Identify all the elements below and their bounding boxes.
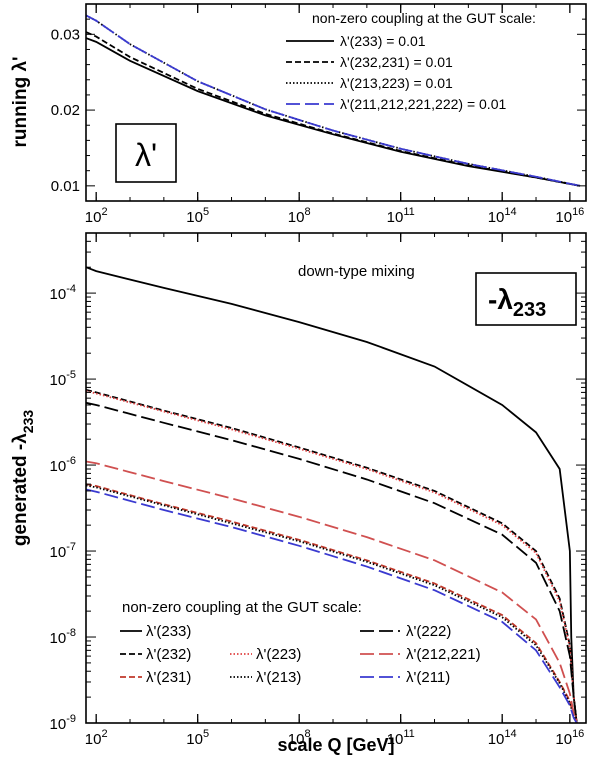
x-tick-label: 1011 xyxy=(387,728,415,748)
bottom-y-tick-label: 10-9 xyxy=(50,713,76,733)
bottom-legend-label: λ'(232) xyxy=(146,646,191,663)
bottom-legend-title: non-zero coupling at the GUT scale: xyxy=(122,599,362,616)
bottom-plot-frame xyxy=(85,232,587,724)
top-series-line-3 xyxy=(86,14,581,187)
top-legend-title: non-zero coupling at the GUT scale: xyxy=(312,10,536,26)
top-axes: 102 105 108 1011 1014 1016 0.01 0.02 0.03 xyxy=(51,3,586,226)
bottom-inset-label: -λ233 xyxy=(488,284,546,321)
bottom-legend-label: λ'(211) xyxy=(406,669,450,686)
bottom-series-line-3 xyxy=(86,389,578,723)
top-inset-label: λ' xyxy=(135,137,157,173)
top-series-line-1 xyxy=(86,31,581,187)
bottom-y-tick-label: 10-4 xyxy=(50,283,76,303)
x-tick-label: 108 xyxy=(288,728,311,748)
x-tick-label: 105 xyxy=(186,206,209,226)
top-panel: 102 105 108 1011 1014 1016 0.01 0.02 0.03 runnin… xyxy=(10,3,587,226)
top-inset-box: λ' xyxy=(115,123,177,183)
x-tick-label: 105 xyxy=(186,728,209,748)
x-tick-label: 102 xyxy=(85,206,108,226)
bottom-inset-box: -λ233 xyxy=(475,272,577,326)
bottom-series-line-6 xyxy=(86,460,578,723)
bottom-legend-label: λ'(223) xyxy=(256,646,301,663)
bottom-panel: 102 105 108 1011 1014 1016 10-9 10-8 10-7 10-6 10-… xyxy=(10,232,587,755)
bottom-series-line-1 xyxy=(86,388,578,723)
x-tick-label: 1011 xyxy=(387,206,415,226)
bottom-y-tick-label: 10-6 xyxy=(50,455,76,475)
bottom-legend-label: λ'(233) xyxy=(146,623,191,640)
x-tick-label: 1016 xyxy=(555,728,584,748)
top-legend-label: λ'(213,223) = 0.01 xyxy=(340,75,453,91)
bottom-series-line-5 xyxy=(86,401,578,723)
bottom-series-line-2 xyxy=(86,483,578,723)
x-tick-label: 1016 xyxy=(555,206,584,226)
top-y-axis-label: running λ' xyxy=(10,56,31,147)
top-plot-frame xyxy=(85,3,587,202)
top-y-tick-label: 0.02 xyxy=(51,102,80,119)
bottom-legend-label: λ'(222) xyxy=(406,623,451,640)
x-tick-label: 1014 xyxy=(488,728,517,748)
top-legend-label: λ'(211,212,221,222) = 0.01 xyxy=(340,96,506,112)
bottom-series-line-7 xyxy=(86,488,578,723)
down-type-mixing-annotation: down-type mixing xyxy=(298,263,415,280)
bottom-legend-label: λ'(231) xyxy=(146,669,191,686)
top-legend-label: λ'(233) = 0.01 xyxy=(340,33,426,49)
bottom-y-tick-label: 10-8 xyxy=(50,627,76,647)
bottom-series-line-0 xyxy=(86,266,578,723)
bottom-legend-label: λ'(212,221) xyxy=(406,646,481,663)
top-series-group xyxy=(86,14,581,187)
bottom-legend-label: λ'(213) xyxy=(256,669,301,686)
top-legend: non-zero coupling at the GUT scale: λ'(2… xyxy=(286,10,536,112)
x-tick-label: 108 xyxy=(288,206,311,226)
bottom-y-tick-label: 10-7 xyxy=(50,541,76,561)
bottom-y-tick-label: 10-5 xyxy=(50,369,76,389)
top-legend-label: λ'(232,231) = 0.01 xyxy=(340,54,453,70)
x-axis-label: scale Q [GeV] xyxy=(277,735,394,755)
top-y-tick-label: 0.01 xyxy=(51,178,80,195)
top-y-tick-label: 0.03 xyxy=(51,26,80,43)
x-tick-label: 102 xyxy=(85,728,108,748)
bottom-axes: 102 105 108 1011 1014 1016 10-9 10-8 10-7 10-6 10-… xyxy=(50,232,586,748)
bottom-legend: non-zero coupling at the GUT scale: λ'(2… xyxy=(120,599,481,686)
bottom-series-group xyxy=(86,266,578,723)
x-tick-label: 1014 xyxy=(488,206,517,226)
bottom-y-axis-label: generated -λ233 xyxy=(10,410,36,547)
